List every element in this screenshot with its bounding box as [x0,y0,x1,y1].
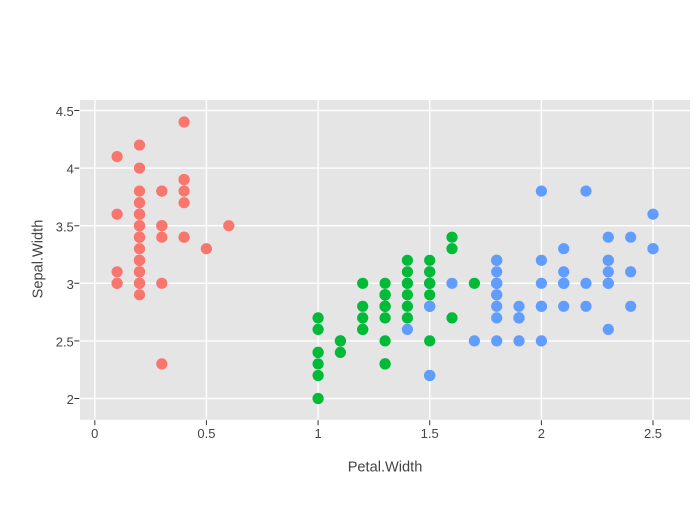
svg-text:2.5: 2.5 [56,335,74,350]
svg-text:4: 4 [67,162,74,177]
svg-text:Sepal.Width: Sepal.Width [31,220,47,299]
svg-text:2.5: 2.5 [644,426,662,441]
svg-text:3: 3 [67,277,74,292]
svg-text:0.5: 0.5 [197,426,215,441]
svg-text:Petal.Width: Petal.Width [348,459,423,475]
svg-text:3.5: 3.5 [56,219,74,234]
svg-text:1.5: 1.5 [421,426,439,441]
svg-text:2: 2 [538,426,545,441]
svg-text:4.5: 4.5 [56,104,74,119]
svg-text:0: 0 [91,426,98,441]
svg-text:2: 2 [67,392,74,407]
svg-text:1: 1 [314,426,321,441]
